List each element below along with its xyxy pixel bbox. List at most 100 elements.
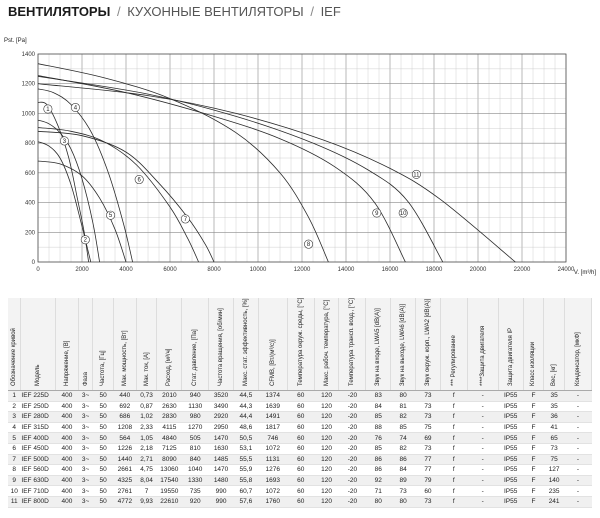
table-cell: 35 — [543, 390, 565, 402]
y-tick-label: 1200 — [22, 82, 36, 88]
table-cell: 55,8 — [233, 475, 259, 487]
table-cell: 7125 — [156, 443, 182, 455]
table-cell: - — [564, 390, 592, 402]
curve-label-5: 5 — [106, 210, 116, 220]
column-header-label: Температура окруж. среды, [°C] — [297, 297, 304, 386]
table-cell: 7 — [136, 485, 157, 497]
table-cell: 55,9 — [233, 464, 259, 476]
table-cell: 5 — [8, 432, 21, 444]
curve-label-8: 8 — [304, 239, 314, 249]
table-cell: 73 — [390, 485, 416, 497]
x-tick-label: 8000 — [207, 267, 221, 273]
table-cell: 60 — [415, 485, 441, 497]
table-cell: f — [440, 401, 468, 413]
column-header-label: Мак. мощность, [Вт] — [121, 330, 128, 386]
table-cell: 92 — [365, 475, 391, 487]
table-cell: - — [467, 401, 499, 413]
fan-performance-chart: 0 2000 4000 6000 8000 10000 12000 14000 16000 180… — [4, 38, 596, 276]
fan-curve-8 — [37, 63, 329, 263]
table-cell: F — [523, 390, 544, 402]
table-cell: 71 — [365, 485, 391, 497]
table-row: 3 IEF 280D 400 3~ 50 686 1,02 2830 980 2920 44,4 14… — [8, 411, 592, 423]
table-cell: 79 — [415, 475, 441, 487]
table-cell: 2830 — [156, 411, 182, 423]
curve-label-circle — [70, 102, 80, 112]
curve-label-text: 8 — [307, 242, 311, 248]
column-header-label: Напряжение, [В] — [63, 340, 70, 386]
table-body: 1 IEF 225D 400 3~ 50 440 0,73 2010 940 3520 44,5 13… — [8, 390, 592, 508]
table-cell: 50 — [92, 411, 114, 423]
curve-label-text: 4 — [74, 105, 78, 111]
table-cell: 1491 — [258, 411, 288, 423]
table-cell: 60 — [287, 401, 315, 413]
fan-curve-5 — [37, 160, 127, 263]
table-cell: F — [523, 401, 544, 413]
table-cell: 6 — [8, 443, 21, 455]
specification-table: Обозначение кривой Модель Напряжение, [В] Ф… — [8, 297, 593, 508]
table-cell: 1226 — [113, 443, 137, 455]
table-cell: 1485 — [208, 454, 234, 466]
table-cell: IP55 — [498, 443, 524, 455]
table-cell: 440 — [113, 390, 137, 402]
table-row: 5 IEF 400D 400 3~ 50 564 1,05 4840 505 1470 50,5 74… — [8, 432, 592, 444]
table-header-row: Обозначение кривой Модель Напряжение, [В] Ф… — [8, 297, 593, 391]
curve-label-circle — [134, 175, 144, 185]
table-cell: 74 — [390, 432, 416, 444]
column-header: ****Защита двигателя — [467, 298, 499, 391]
x-tick-label: 0 — [36, 267, 40, 273]
table-cell: 400 — [55, 496, 79, 508]
column-header-label: Температура трансп. возд., [°C] — [349, 298, 356, 386]
header-series: IEF — [320, 4, 341, 19]
table-cell: IP55 — [498, 432, 524, 444]
table-cell: 60 — [287, 464, 315, 476]
table-row: 4 IEF 315D 400 3~ 50 1208 2,33 4115 1270 2950 48,6… — [8, 422, 592, 434]
curve-label-6: 6 — [134, 175, 144, 185]
table-cell: 82 — [390, 411, 416, 423]
table-cell: 120 — [314, 475, 339, 487]
table-cell: IEF 500D — [20, 454, 56, 466]
table-cell: - — [564, 496, 592, 508]
table-cell: 1817 — [258, 422, 288, 434]
table-cell: 4 — [8, 422, 21, 434]
table-cell: 8 — [8, 464, 21, 476]
x-tick-label: 2000 — [75, 267, 89, 273]
table-cell: 400 — [55, 475, 79, 487]
table-cell: - — [467, 443, 499, 455]
table-cell: 3~ — [78, 485, 93, 497]
table-cell: 1 — [8, 390, 21, 402]
y-tick-label: 0 — [32, 260, 36, 266]
table-cell: 22610 — [156, 496, 182, 508]
table-cell: 17540 — [156, 475, 182, 487]
table-cell: 0,73 — [136, 390, 157, 402]
table-cell: IEF 560D — [20, 464, 56, 476]
table-cell: 400 — [55, 432, 79, 444]
table-cell: 36 — [543, 411, 565, 423]
table-cell: - — [467, 464, 499, 476]
table-cell: 50 — [92, 390, 114, 402]
table-cell: 50 — [92, 485, 114, 497]
curve-label-text: 9 — [375, 211, 379, 217]
x-tick-label: 12000 — [294, 267, 311, 273]
table-cell: IP55 — [498, 475, 524, 487]
table-cell: IEF 280D — [20, 411, 56, 423]
header-category: ВЕНТИЛЯТОРЫ — [8, 4, 111, 19]
table-cell: 3~ — [78, 432, 93, 444]
table-cell: 1630 — [208, 443, 234, 455]
table-cell: f — [440, 432, 468, 444]
table-cell: F — [523, 422, 544, 434]
table-cell: 73 — [415, 496, 441, 508]
y-tick-label: 800 — [25, 141, 36, 147]
table-cell: 3~ — [78, 422, 93, 434]
table-cell: 940 — [181, 390, 209, 402]
table-cell: IEF 315D — [20, 422, 56, 434]
table-cell: 75 — [415, 422, 441, 434]
column-header-label: Расход, [м³/ч] — [166, 348, 173, 386]
table-cell: 85 — [365, 411, 391, 423]
table-cell: 120 — [314, 411, 339, 423]
column-header: Мак. ток, [А] — [136, 298, 158, 391]
table-cell: 400 — [55, 411, 79, 423]
column-header: Обозначение кривой — [8, 298, 21, 391]
table-cell: 65 — [543, 432, 565, 444]
fan-curve-10 — [37, 75, 444, 263]
table-row: 1 IEF 225D 400 3~ 50 440 0,73 2010 940 3520 44,5 13… — [8, 390, 592, 402]
